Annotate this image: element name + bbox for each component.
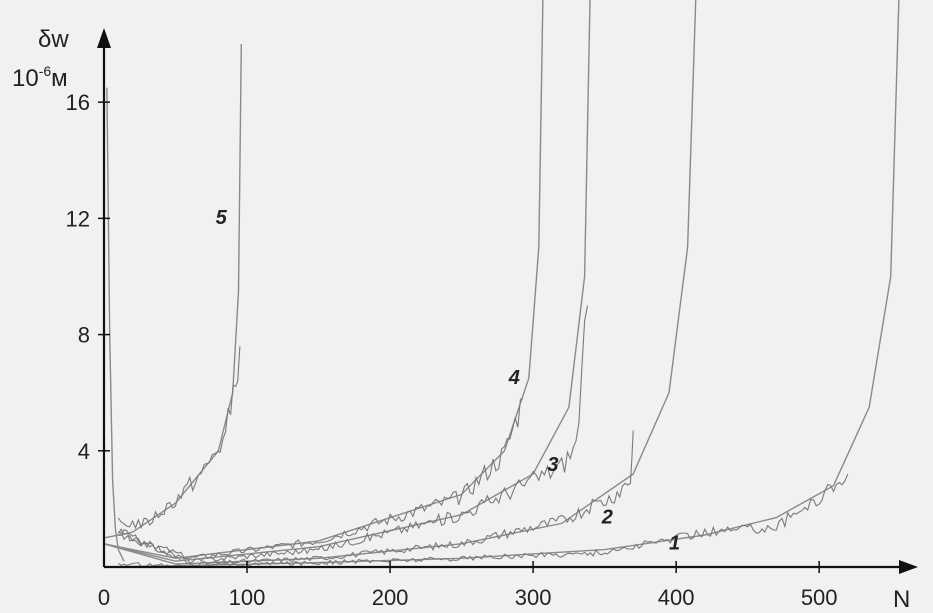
x-tick-label: 300: [515, 585, 552, 610]
series-5-label: 5: [216, 207, 228, 229]
y-tick-label: 4: [78, 439, 90, 464]
y-tick-label: 16: [66, 90, 90, 115]
series-1-model-curve: [103, 0, 900, 568]
y-axis-arrow-icon: [97, 28, 111, 48]
y-tick-label: 12: [66, 206, 90, 231]
initial-spike-curve: [106, 87, 125, 562]
series-3-experimental-curve: [117, 305, 589, 565]
x-tick-label: 200: [372, 585, 409, 610]
series-1-experimental-curve: [118, 473, 849, 568]
x-axis-arrow-icon: [899, 560, 918, 574]
series-2-model-curve: [103, 0, 697, 565]
labels-layer: 1 2 3 4 5: [216, 207, 681, 554]
series-4-experimental-curve: [118, 397, 524, 559]
y-tick-label: 8: [78, 323, 90, 348]
series-1-label: 1: [669, 533, 680, 555]
series-2-label: 2: [601, 506, 613, 528]
series-5-model-curve: [103, 44, 242, 539]
series-4-model-curve: [103, 0, 544, 560]
y-axis-title: δw: [38, 26, 69, 53]
x-tick-label: 500: [801, 585, 838, 610]
series-3-model-curve: [103, 0, 591, 562]
y-axis-unit: 10-6м: [12, 63, 68, 92]
x-tick-label: 400: [658, 585, 695, 610]
series-3-label: 3: [547, 454, 558, 476]
x-tick-label: 100: [229, 585, 266, 610]
series-5-experimental-curve: [117, 346, 241, 530]
x-axis-title: N: [893, 586, 910, 613]
x-tick-label: 0: [98, 585, 110, 610]
series-4-label: 4: [508, 367, 520, 389]
curves-layer: [103, 0, 900, 568]
series-2-experimental-curve: [118, 430, 634, 567]
